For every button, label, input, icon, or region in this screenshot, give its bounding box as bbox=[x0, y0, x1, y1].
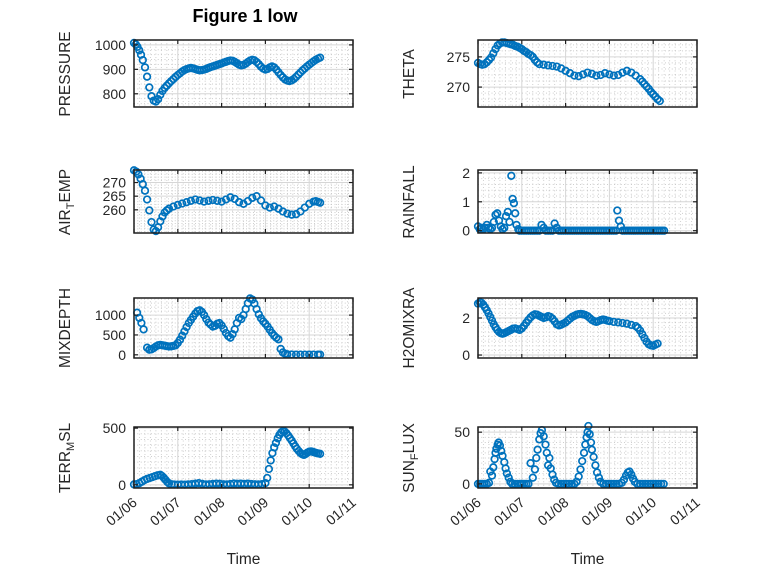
theta-plot-svg: 270 275 bbox=[447, 38, 698, 108]
subplot-terr-msl: TERRMSL 0 500 01/06 01/07 01/08 01/09 01/10 01/… bbox=[56, 420, 363, 569]
terr-msl-ylabel: TERRMSL bbox=[57, 422, 78, 493]
svg-text:0: 0 bbox=[462, 476, 470, 492]
x-axis-label-left: Time bbox=[226, 551, 261, 568]
terr-msl-plot-svg: 0 500 01/06 01/07 01/08 01/09 01/10 01/11 bbox=[103, 420, 359, 529]
sun-flux-ylabel: SUNFLUX bbox=[401, 422, 422, 493]
pressure-plot-svg: 800 900 1000 bbox=[95, 37, 354, 108]
sun-flux-plot-svg: 0 50 01/06 01/07 01/08 01/09 01/10 01/11 bbox=[447, 421, 703, 529]
svg-text:01/09: 01/09 bbox=[578, 494, 615, 529]
svg-text:01/09: 01/09 bbox=[234, 494, 271, 529]
svg-text:01/07: 01/07 bbox=[147, 494, 184, 529]
rainfall-plot-svg: 0 1 2 bbox=[462, 165, 698, 239]
svg-text:270: 270 bbox=[103, 175, 127, 191]
svg-text:275: 275 bbox=[447, 49, 471, 65]
svg-text:265: 265 bbox=[103, 188, 127, 204]
svg-text:01/10: 01/10 bbox=[278, 494, 315, 529]
svg-text:01/10: 01/10 bbox=[622, 494, 659, 529]
svg-text:500: 500 bbox=[103, 421, 127, 436]
svg-text:1: 1 bbox=[462, 194, 470, 210]
svg-text:50: 50 bbox=[454, 424, 470, 440]
svg-text:0: 0 bbox=[118, 477, 126, 493]
svg-text:0: 0 bbox=[462, 347, 470, 363]
svg-text:1000: 1000 bbox=[95, 307, 126, 323]
mixdepth-plot-svg: 0 500 1000 bbox=[95, 294, 354, 363]
svg-text:01/06: 01/06 bbox=[103, 494, 140, 529]
x-axis-label-right: Time bbox=[570, 551, 605, 568]
svg-text:0: 0 bbox=[462, 223, 470, 239]
svg-text:2: 2 bbox=[462, 310, 470, 326]
svg-text:01/06: 01/06 bbox=[447, 494, 484, 529]
svg-text:01/11: 01/11 bbox=[667, 494, 703, 528]
svg-text:800: 800 bbox=[103, 86, 127, 102]
subplot-mixdepth: MIXDEPTH 0 500 1000 bbox=[56, 288, 363, 371]
svg-text:270: 270 bbox=[447, 79, 471, 95]
svg-text:500: 500 bbox=[103, 327, 127, 343]
svg-text:1000: 1000 bbox=[95, 37, 126, 53]
subplot-theta: THETA 270 275 bbox=[400, 34, 707, 120]
svg-text:01/11: 01/11 bbox=[323, 494, 359, 528]
subplot-pressure: PRESSURE 800 900 1000 bbox=[56, 31, 363, 120]
svg-text:01/08: 01/08 bbox=[534, 494, 571, 529]
subplot-sun-flux: SUNFLUX 0 50 01/06 01/07 01/08 01/09 01/10 01/1… bbox=[400, 421, 707, 569]
svg-text:01/08: 01/08 bbox=[190, 494, 227, 529]
svg-text:900: 900 bbox=[103, 61, 127, 77]
h2omixra-plot-svg: 02 bbox=[462, 297, 698, 363]
svg-text:2: 2 bbox=[462, 165, 470, 181]
svg-text:260: 260 bbox=[103, 202, 127, 218]
svg-text:0: 0 bbox=[118, 347, 126, 363]
svg-text:01/07: 01/07 bbox=[491, 494, 528, 529]
figure-title: Figure 1 low bbox=[192, 6, 298, 26]
subplot-air-temp: AIRTEMP 260 265 270 bbox=[56, 164, 363, 246]
